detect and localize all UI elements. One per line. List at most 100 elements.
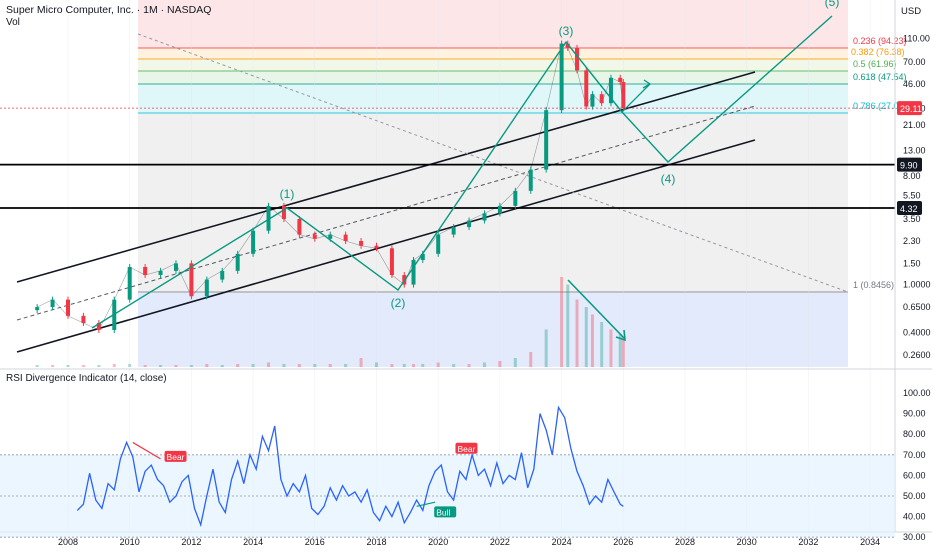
rsi-axis-tick: 100.00 [903, 388, 931, 398]
wave-label: (3) [559, 24, 574, 38]
candle [528, 169, 533, 191]
fib-label: 0.382 (76.38) [851, 47, 905, 57]
volume-bar [267, 362, 271, 367]
volume-bar [421, 364, 425, 367]
wave-label: (4) [661, 172, 676, 186]
candle [497, 205, 502, 214]
volume-bar [621, 337, 625, 367]
candle [374, 245, 379, 249]
candle [482, 213, 487, 221]
price-axis-tick: 1.0000 [903, 280, 931, 290]
rsi-axis-tick: 70.00 [903, 450, 926, 460]
fib-zone-4 [138, 84, 848, 113]
volume-bar [467, 364, 471, 367]
candle [281, 205, 286, 220]
candle [143, 266, 148, 276]
fib-zone-2 [138, 59, 848, 71]
volume-bar [35, 365, 39, 367]
rsi-signal-label: Bear [457, 444, 475, 454]
rsi-line [76, 405, 624, 528]
price-axis-tick: 70.00 [903, 57, 926, 67]
key-level-label: 4.32 [900, 204, 918, 214]
volume-trend-arrow [567, 279, 625, 339]
volume-bar [189, 365, 193, 367]
candle [451, 227, 456, 235]
time-axis-tick: 2032 [798, 537, 818, 547]
rsi-axis-tick: 90.00 [903, 409, 926, 419]
volume-bar [174, 365, 178, 367]
volume-bar [297, 364, 301, 367]
candle [420, 253, 425, 260]
volume-bar [359, 358, 363, 367]
volume-bar [436, 362, 440, 367]
volume-bar [482, 362, 486, 367]
rsi-signal-badge [455, 442, 478, 454]
fib-label: 0.5 (61.96) [853, 59, 897, 69]
volume-bar [590, 314, 594, 367]
wave-label: (1) [280, 187, 295, 201]
candle [189, 263, 194, 297]
volume-bar [251, 364, 255, 367]
candle [359, 240, 364, 246]
candle [618, 77, 623, 82]
rsi-signal-badge [164, 450, 187, 462]
volume-bar [220, 365, 224, 367]
rsi-axis-tick: 80.00 [903, 429, 926, 439]
time-axis-tick: 2018 [366, 537, 386, 547]
time-axis-tick: 2034 [860, 537, 880, 547]
price-axis-tick: 5.50 [903, 190, 921, 200]
time-axis-tick: 2020 [428, 537, 448, 547]
rsi-axis-tick: 50.00 [903, 491, 926, 501]
volume-bar [513, 358, 517, 367]
price-axis-tick: 8.00 [903, 171, 921, 181]
time-axis-tick: 2028 [675, 537, 695, 547]
candle [467, 220, 472, 228]
price-axis-tick: 2.30 [903, 236, 921, 246]
volume-bar [412, 364, 416, 367]
candle [235, 253, 240, 271]
volume-bar [143, 365, 147, 367]
volume-bar [402, 364, 406, 367]
rsi-signal-label: Bull [436, 507, 450, 517]
time-axis-tick: 2026 [613, 537, 633, 547]
candle [127, 266, 132, 300]
volume-bar [313, 364, 317, 367]
time-axis-tick: 2024 [552, 537, 572, 547]
candle [559, 43, 564, 111]
volume-bar [618, 334, 622, 367]
volume-bar [452, 364, 456, 367]
chart-title: Super Micro Computer, Inc. · 1M · NASDAQ [6, 4, 212, 16]
price-axis-tick: 0.4000 [903, 328, 931, 338]
candle [158, 270, 163, 276]
price-axis-tick: 46.00 [903, 79, 926, 89]
time-axis-tick: 2016 [305, 537, 325, 547]
rsi-axis-tick: 60.00 [903, 470, 926, 480]
volume-bar [97, 365, 101, 367]
rsi-axis-tick: 30.00 [903, 532, 926, 542]
price-axis-tick: 110.00 [903, 34, 930, 44]
rsi-signal-label: Bear [167, 452, 185, 462]
candle [343, 234, 348, 241]
candle [599, 94, 604, 104]
fib-zone-6 [138, 293, 848, 367]
fib-zone-5 [138, 113, 848, 293]
candle [251, 230, 256, 254]
time-axis-tick: 2030 [737, 537, 757, 547]
fib-label: 0.618 (47.54) [853, 72, 907, 82]
volume-bar [81, 365, 85, 367]
rsi-title: RSI Divergence Indicator (14, close) [6, 373, 167, 384]
volume-bar [236, 364, 240, 367]
channel-upper-line [16, 71, 756, 283]
candle [312, 234, 317, 239]
wave-label: (5) [825, 0, 840, 9]
currency-label[interactable]: USD [901, 6, 922, 17]
volume-bar [390, 364, 394, 367]
candle [513, 190, 518, 206]
divergence-line [416, 501, 436, 507]
volume-label: Vol [6, 17, 20, 28]
key-level-badge [897, 201, 922, 215]
candle [584, 70, 589, 107]
rsi-axis-tick: 40.00 [903, 512, 926, 522]
fib-label: 0.236 (94.23) [853, 36, 907, 46]
